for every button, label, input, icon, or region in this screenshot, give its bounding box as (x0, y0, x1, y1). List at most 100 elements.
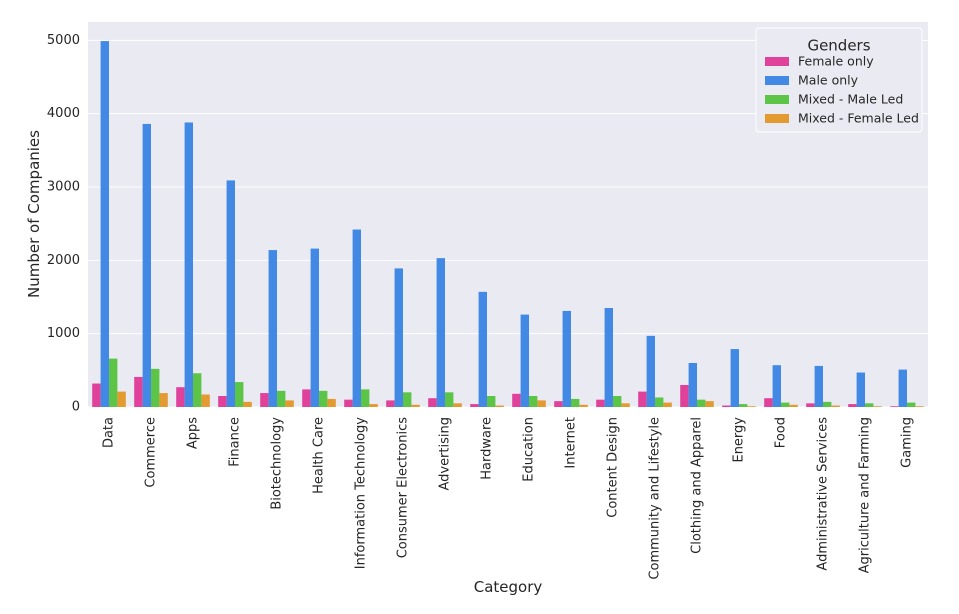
legend-swatch (765, 95, 789, 104)
bar (411, 404, 420, 407)
x-tick-label: Administrative Services (816, 417, 831, 571)
bar (764, 398, 773, 407)
bar (151, 368, 160, 407)
bar (268, 250, 277, 407)
y-tick-label: 2000 (47, 253, 80, 268)
legend-label: Female only (798, 54, 874, 69)
bar (159, 393, 168, 407)
bar (621, 403, 630, 407)
bar (663, 402, 672, 407)
bar (907, 402, 916, 407)
bar (445, 392, 454, 407)
bar (495, 405, 504, 407)
bar (562, 310, 571, 407)
bar (865, 403, 874, 407)
bar (705, 401, 714, 407)
bar (218, 396, 227, 407)
bar (604, 308, 613, 407)
bar (529, 396, 538, 407)
bar (201, 394, 210, 407)
bar (789, 404, 798, 407)
bar (478, 291, 487, 407)
legend-swatch (765, 76, 789, 85)
legend-label: Mixed - Female Led (798, 111, 919, 126)
x-tick-label: Apps (186, 417, 201, 449)
x-tick-label: Content Design (606, 417, 621, 518)
x-tick-label: Agriculture and Farming (858, 417, 873, 573)
x-tick-label: Finance (228, 417, 243, 467)
bar (512, 393, 521, 407)
bar (814, 365, 823, 407)
x-tick-labels: Data Commerce Apps Finance Biotechnology Heal… (102, 417, 915, 580)
y-tick-label: 0 (72, 400, 80, 415)
bar (655, 397, 664, 407)
bar (646, 335, 655, 407)
y-tick-label: 5000 (47, 33, 80, 48)
bar (848, 404, 857, 407)
bar (226, 180, 235, 407)
legend-swatch (765, 57, 789, 66)
x-tick-label: Clothing and Apparel (690, 417, 705, 554)
x-tick-label: Energy (732, 417, 747, 463)
bar (428, 398, 437, 407)
bar (436, 258, 445, 407)
bar (823, 401, 832, 407)
bar (688, 363, 697, 407)
bar (537, 400, 546, 407)
bar (722, 405, 731, 407)
bars (92, 41, 924, 408)
bar (596, 399, 605, 407)
bar (386, 400, 395, 407)
x-tick-label: Community and Lifestyle (648, 417, 663, 580)
bar (470, 404, 479, 407)
y-tick-label: 4000 (47, 106, 80, 121)
bar (403, 392, 412, 407)
bar (554, 401, 563, 407)
bar (898, 369, 907, 407)
bar (243, 401, 252, 407)
bar (680, 385, 689, 407)
bar (134, 376, 143, 407)
bar (361, 389, 370, 407)
legend-box (755, 27, 923, 133)
bar (873, 406, 882, 407)
legend-label: Male only (798, 73, 859, 88)
bar (142, 123, 151, 407)
bar (193, 373, 202, 407)
bar (369, 404, 378, 407)
x-tick-label: Consumer Electronics (396, 417, 411, 559)
bar (176, 387, 185, 407)
bar (310, 248, 319, 407)
x-axis-title: Category (474, 578, 543, 596)
bar (394, 268, 403, 407)
legend-swatch (765, 114, 789, 123)
bar (277, 390, 286, 407)
bar (302, 389, 311, 407)
bar (638, 391, 647, 407)
x-tick-label: Advertising (438, 417, 453, 491)
x-tick-label: Education (522, 417, 537, 482)
x-tick-label: Commerce (144, 417, 159, 488)
bar (92, 383, 101, 407)
x-tick-label: Health Care (312, 417, 327, 494)
x-tick-label: Biotechnology (270, 417, 285, 510)
bar (117, 391, 126, 407)
bar (487, 396, 496, 407)
bar (571, 398, 580, 407)
bar (613, 396, 622, 407)
bar (327, 398, 336, 407)
bar (344, 399, 353, 407)
y-tick-label: 3000 (47, 180, 80, 195)
bar (831, 405, 840, 407)
bar (579, 404, 588, 407)
bar (739, 404, 748, 407)
x-tick-label: Hardware (480, 417, 495, 480)
legend-label: Mixed - Male Led (798, 92, 903, 107)
bar (109, 358, 118, 407)
bar (856, 372, 865, 407)
y-tick-labels: 0 1000 2000 3000 4000 5000 (47, 33, 80, 415)
bar (453, 403, 462, 407)
bar (352, 229, 361, 407)
x-tick-label: Gaming (900, 417, 915, 468)
